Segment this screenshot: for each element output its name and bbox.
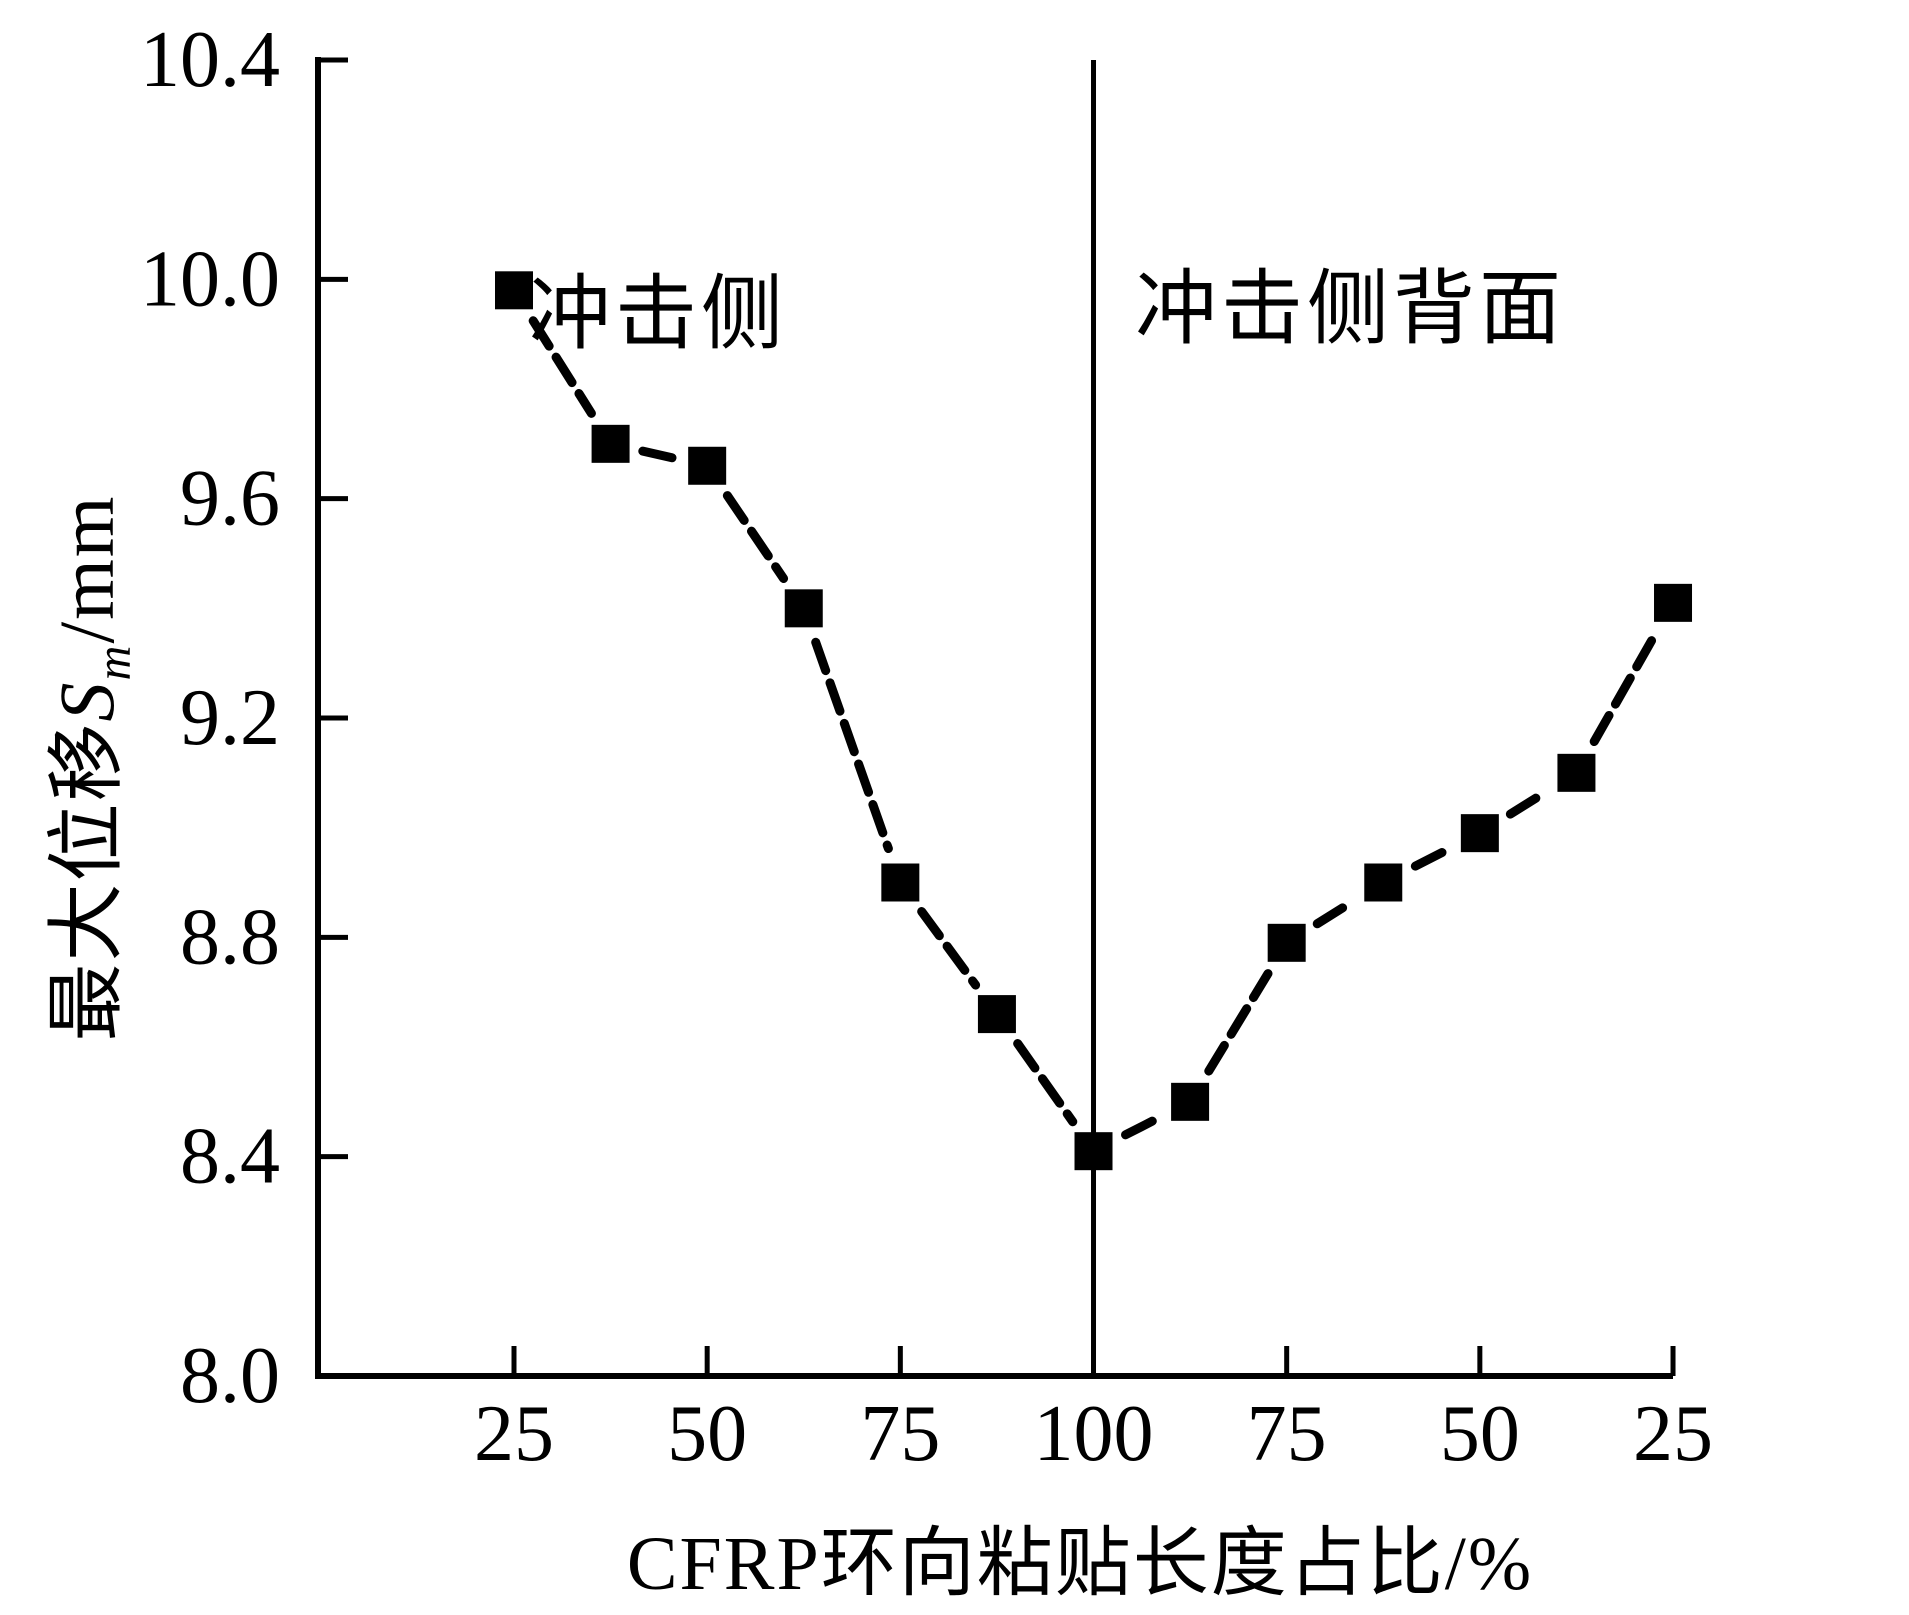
series-line-segment xyxy=(917,907,981,990)
y-tick-label: 9.2 xyxy=(180,674,280,762)
data-point-marker xyxy=(1074,1132,1113,1171)
x-tick-label: 50 xyxy=(1440,1390,1520,1478)
series-line-segment xyxy=(722,491,789,584)
data-point-marker xyxy=(1654,583,1693,622)
x-tick-label: 75 xyxy=(1247,1390,1327,1478)
data-point-marker xyxy=(881,863,920,902)
x-tick-label: 25 xyxy=(474,1390,554,1478)
series-line-segment xyxy=(528,316,596,418)
data-point-marker xyxy=(1267,923,1306,962)
series-line-segment xyxy=(638,446,680,463)
x-tick-label: 75 xyxy=(860,1390,940,1478)
x-axis-title: CFRP环向粘贴长度占比/% xyxy=(626,1522,1534,1606)
y-axis-title-symbol: S xyxy=(43,680,130,722)
series-line-segment xyxy=(1013,1039,1078,1127)
series-line-segment xyxy=(811,637,893,854)
y-tick-label: 8.0 xyxy=(180,1332,280,1420)
y-tick-label: 10.0 xyxy=(140,235,280,323)
data-point-marker xyxy=(1460,814,1499,853)
data-point-marker xyxy=(688,446,727,485)
data-point-marker xyxy=(1364,863,1403,902)
y-tick-label: 8.8 xyxy=(180,893,280,981)
data-point-marker xyxy=(784,589,823,628)
series-line-segment xyxy=(1204,969,1273,1076)
annotation-impact-side: 冲击侧 xyxy=(528,268,788,360)
x-tick-label: 25 xyxy=(1633,1390,1713,1478)
x-tick-label: 50 xyxy=(667,1390,747,1478)
data-point-marker xyxy=(1171,1082,1210,1121)
data-point-marker xyxy=(1557,753,1596,792)
y-axis-title-unit: /mm xyxy=(43,494,130,644)
data-point-marker xyxy=(495,271,533,310)
series-line-segment xyxy=(1505,787,1551,819)
series-line-segment xyxy=(1589,629,1660,747)
series-line-segment xyxy=(1410,845,1453,871)
y-tick-label: 8.4 xyxy=(180,1113,280,1201)
annotation-impact-back-side: 冲击侧背面 xyxy=(1134,263,1566,355)
x-tick-label: 100 xyxy=(1034,1390,1154,1478)
data-point-marker xyxy=(591,424,630,463)
y-axis-title-text: 最大位移 xyxy=(43,721,130,1042)
series-line-segment xyxy=(1121,1113,1163,1140)
y-tick-label: 10.4 xyxy=(140,16,280,104)
y-axis-title-subscript: m xyxy=(87,643,141,681)
series-line-segment xyxy=(1312,897,1358,929)
y-tick-label: 9.6 xyxy=(180,455,280,543)
data-point-marker xyxy=(977,995,1016,1034)
y-axis-title: 最大位移Sm/mm xyxy=(24,494,141,1042)
